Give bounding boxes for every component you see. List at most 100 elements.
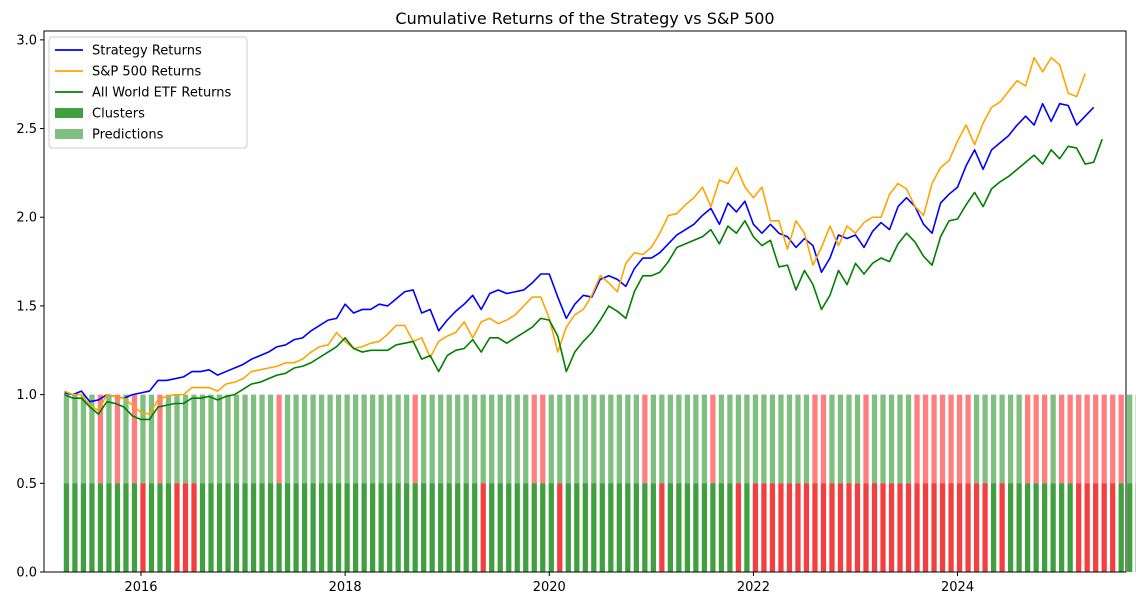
- prediction-bar: [1033, 394, 1039, 484]
- cluster-bar: [378, 483, 384, 572]
- prediction-bar: [999, 394, 1005, 484]
- cluster-bar: [565, 483, 571, 572]
- y-tick-label: 0.5: [16, 477, 37, 492]
- prediction-bar: [361, 394, 367, 484]
- cluster-bar: [1033, 483, 1039, 572]
- cluster-bar: [659, 483, 665, 572]
- cluster-bar: [523, 483, 529, 572]
- prediction-bar: [123, 394, 129, 484]
- cluster-bar: [395, 483, 401, 572]
- prediction-bar: [982, 394, 988, 484]
- cluster-bar: [1084, 483, 1090, 572]
- cluster-bar: [897, 483, 903, 572]
- cluster-bar: [642, 483, 648, 572]
- prediction-bar: [871, 394, 878, 484]
- prediction-bar: [1127, 394, 1133, 484]
- cluster-bar: [871, 483, 878, 572]
- cluster-bar: [625, 483, 631, 572]
- cluster-bar: [531, 483, 537, 572]
- cluster-bar: [412, 483, 418, 572]
- cluster-bar: [276, 483, 282, 572]
- cluster-bar: [931, 483, 937, 572]
- cluster-bar: [293, 483, 299, 572]
- prediction-bar: [973, 394, 980, 484]
- cluster-bar: [404, 483, 410, 572]
- prediction-bar: [199, 394, 206, 484]
- chart-title: Cumulative Returns of the Strategy vs S&…: [395, 9, 774, 28]
- cluster-bar: [182, 483, 189, 572]
- prediction-bar: [233, 394, 240, 484]
- cluster-bar: [1127, 483, 1133, 572]
- prediction-bar: [863, 394, 869, 484]
- cluster-bar: [387, 483, 393, 572]
- cluster-bar: [880, 483, 886, 572]
- prediction-bar: [514, 394, 520, 484]
- cluster-bar: [148, 483, 155, 572]
- prediction-bar: [761, 394, 767, 484]
- prediction-bar: [463, 394, 469, 484]
- prediction-bar: [344, 394, 350, 484]
- prediction-bar: [684, 394, 691, 484]
- prediction-bar: [1059, 394, 1065, 484]
- prediction-bar: [548, 394, 554, 484]
- cluster-bar: [370, 483, 376, 572]
- cluster-bar: [829, 483, 835, 572]
- prediction-bar: [642, 394, 648, 484]
- x-tick-label: 2022: [737, 580, 770, 595]
- prediction-bar: [72, 394, 78, 484]
- prediction-bar: [931, 394, 937, 484]
- cluster-bar: [1007, 483, 1014, 572]
- prediction-bar: [318, 394, 325, 484]
- prediction-bar: [421, 394, 427, 484]
- legend-swatch-predictions: [55, 129, 83, 139]
- cluster-bar: [242, 483, 248, 572]
- prediction-bar: [888, 394, 895, 484]
- cluster-bar: [89, 483, 95, 572]
- prediction-bar: [1084, 394, 1090, 484]
- cluster-bar: [199, 483, 206, 572]
- cluster-bar: [123, 483, 129, 572]
- cluster-bar: [1110, 483, 1116, 572]
- prediction-bar: [718, 394, 725, 484]
- cluster-bar: [80, 483, 87, 572]
- prediction-bar: [786, 394, 793, 484]
- prediction-bar: [710, 394, 716, 484]
- cluster-bar: [608, 483, 614, 572]
- cluster-bar: [421, 483, 427, 572]
- cluster-bar: [922, 483, 929, 572]
- y-tick-label: 2.5: [16, 122, 37, 137]
- cluster-bar: [710, 483, 716, 572]
- cluster-bar: [250, 483, 257, 572]
- cluster-bar: [633, 483, 639, 572]
- s-p-500-returnsline: [64, 56, 1086, 415]
- cluster-bar: [956, 483, 963, 572]
- prediction-bar: [267, 394, 274, 484]
- prediction-bar: [131, 394, 138, 484]
- prediction-bar: [1076, 394, 1082, 484]
- cluster-bar: [888, 483, 895, 572]
- prediction-bar: [557, 394, 563, 484]
- prediction-bar: [429, 394, 435, 484]
- prediction-bar: [803, 394, 810, 484]
- prediction-bar: [301, 394, 308, 484]
- prediction-bar: [412, 394, 418, 484]
- prediction-bar: [591, 394, 597, 484]
- prediction-bar: [438, 394, 444, 484]
- prediction-bar: [693, 394, 699, 484]
- prediction-bar: [165, 394, 172, 484]
- prediction-bar: [914, 394, 920, 484]
- cluster-bar: [684, 483, 691, 572]
- cluster-bar: [191, 483, 197, 572]
- cluster-bar: [140, 483, 146, 572]
- prediction-bar: [820, 394, 827, 484]
- prediction-bar: [965, 394, 971, 484]
- cluster-bar: [693, 483, 699, 572]
- cluster-bar: [744, 483, 750, 572]
- cluster-bar: [582, 483, 588, 572]
- prediction-bar: [446, 394, 452, 484]
- prediction-bar: [208, 394, 214, 484]
- cluster-bar: [846, 483, 852, 572]
- prediction-bar: [752, 394, 759, 484]
- cluster-bar: [165, 483, 172, 572]
- prediction-bar: [378, 394, 384, 484]
